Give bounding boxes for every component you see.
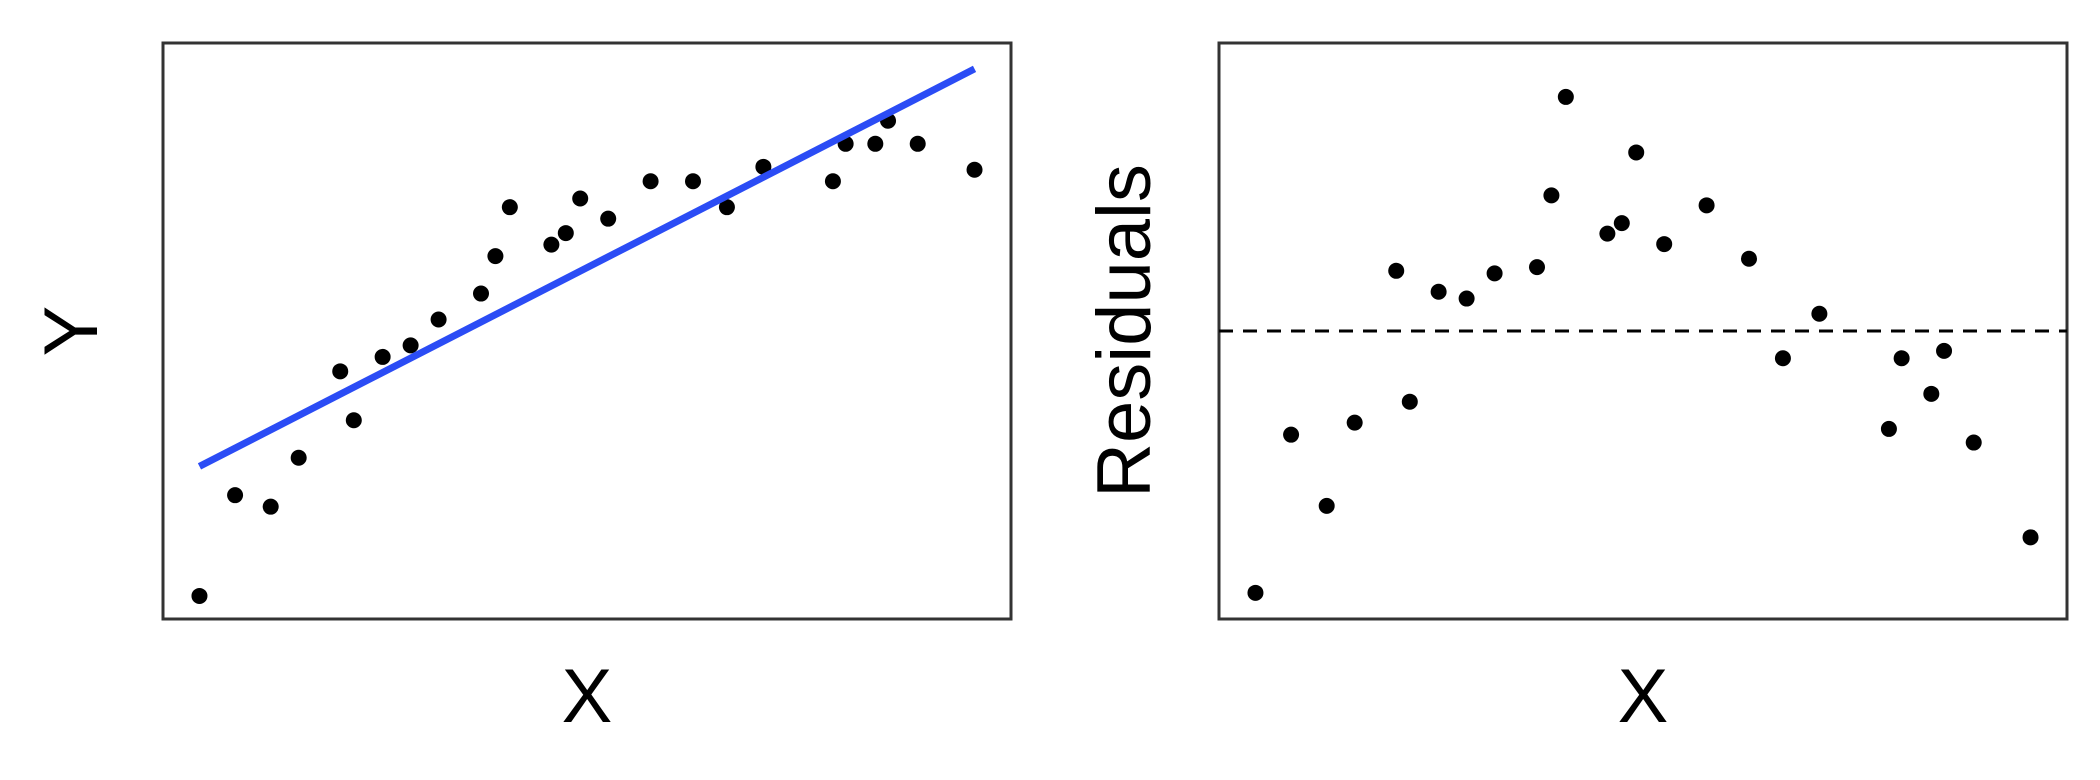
residuals-panel-points [1247,89,2038,601]
residual-point [2023,529,2039,545]
data-point [543,237,559,253]
residual-point [1459,291,1475,307]
residuals-panel: X Residuals [1082,43,2067,739]
residual-point [1936,343,1952,359]
residual-point [1775,350,1791,366]
residual-point [1699,197,1715,213]
residual-point [1388,263,1404,279]
residual-point [1347,415,1363,431]
data-point [867,136,883,152]
residual-point [1628,144,1644,160]
data-point [825,173,841,189]
residual-point [1614,215,1630,231]
residual-point [1402,394,1418,410]
residual-point [1558,89,1574,105]
data-point [572,191,588,207]
data-point [558,225,574,241]
residual-point [1529,259,1545,275]
fit-panel-frame [163,43,1011,619]
residuals-y-axis-label: Residuals [1082,164,1167,498]
data-point [685,173,701,189]
data-point [227,487,243,503]
data-point [967,162,983,178]
data-point [346,412,362,428]
data-point [910,136,926,152]
data-point [473,286,489,302]
residual-point [1319,498,1335,514]
residual-point [1741,251,1757,267]
data-point [332,363,348,379]
residual-point [1894,350,1910,366]
fit-line [199,69,974,466]
data-point [191,588,207,604]
residual-point [1283,427,1299,443]
data-point [291,450,307,466]
data-point [600,211,616,227]
fit-x-axis-label: X [562,654,613,739]
residual-point [1247,585,1263,601]
residual-point [1599,226,1615,242]
data-point [263,499,279,515]
data-point [643,173,659,189]
residuals-x-axis-label: X [1618,654,1669,739]
data-point [403,337,419,353]
residual-point [1431,284,1447,300]
fit-panel: X Y [29,43,1011,739]
residual-point [1923,386,1939,402]
data-point [502,199,518,215]
residual-point [1543,187,1559,203]
data-point [431,311,447,327]
residual-point [1881,421,1897,437]
residual-point [1656,236,1672,252]
data-point [375,349,391,365]
residual-point [1487,265,1503,281]
residual-point [1811,306,1827,322]
data-point [487,248,503,264]
residual-point [1966,435,1982,451]
fit-y-axis-label: Y [29,306,114,357]
fit-panel-points [191,113,982,604]
